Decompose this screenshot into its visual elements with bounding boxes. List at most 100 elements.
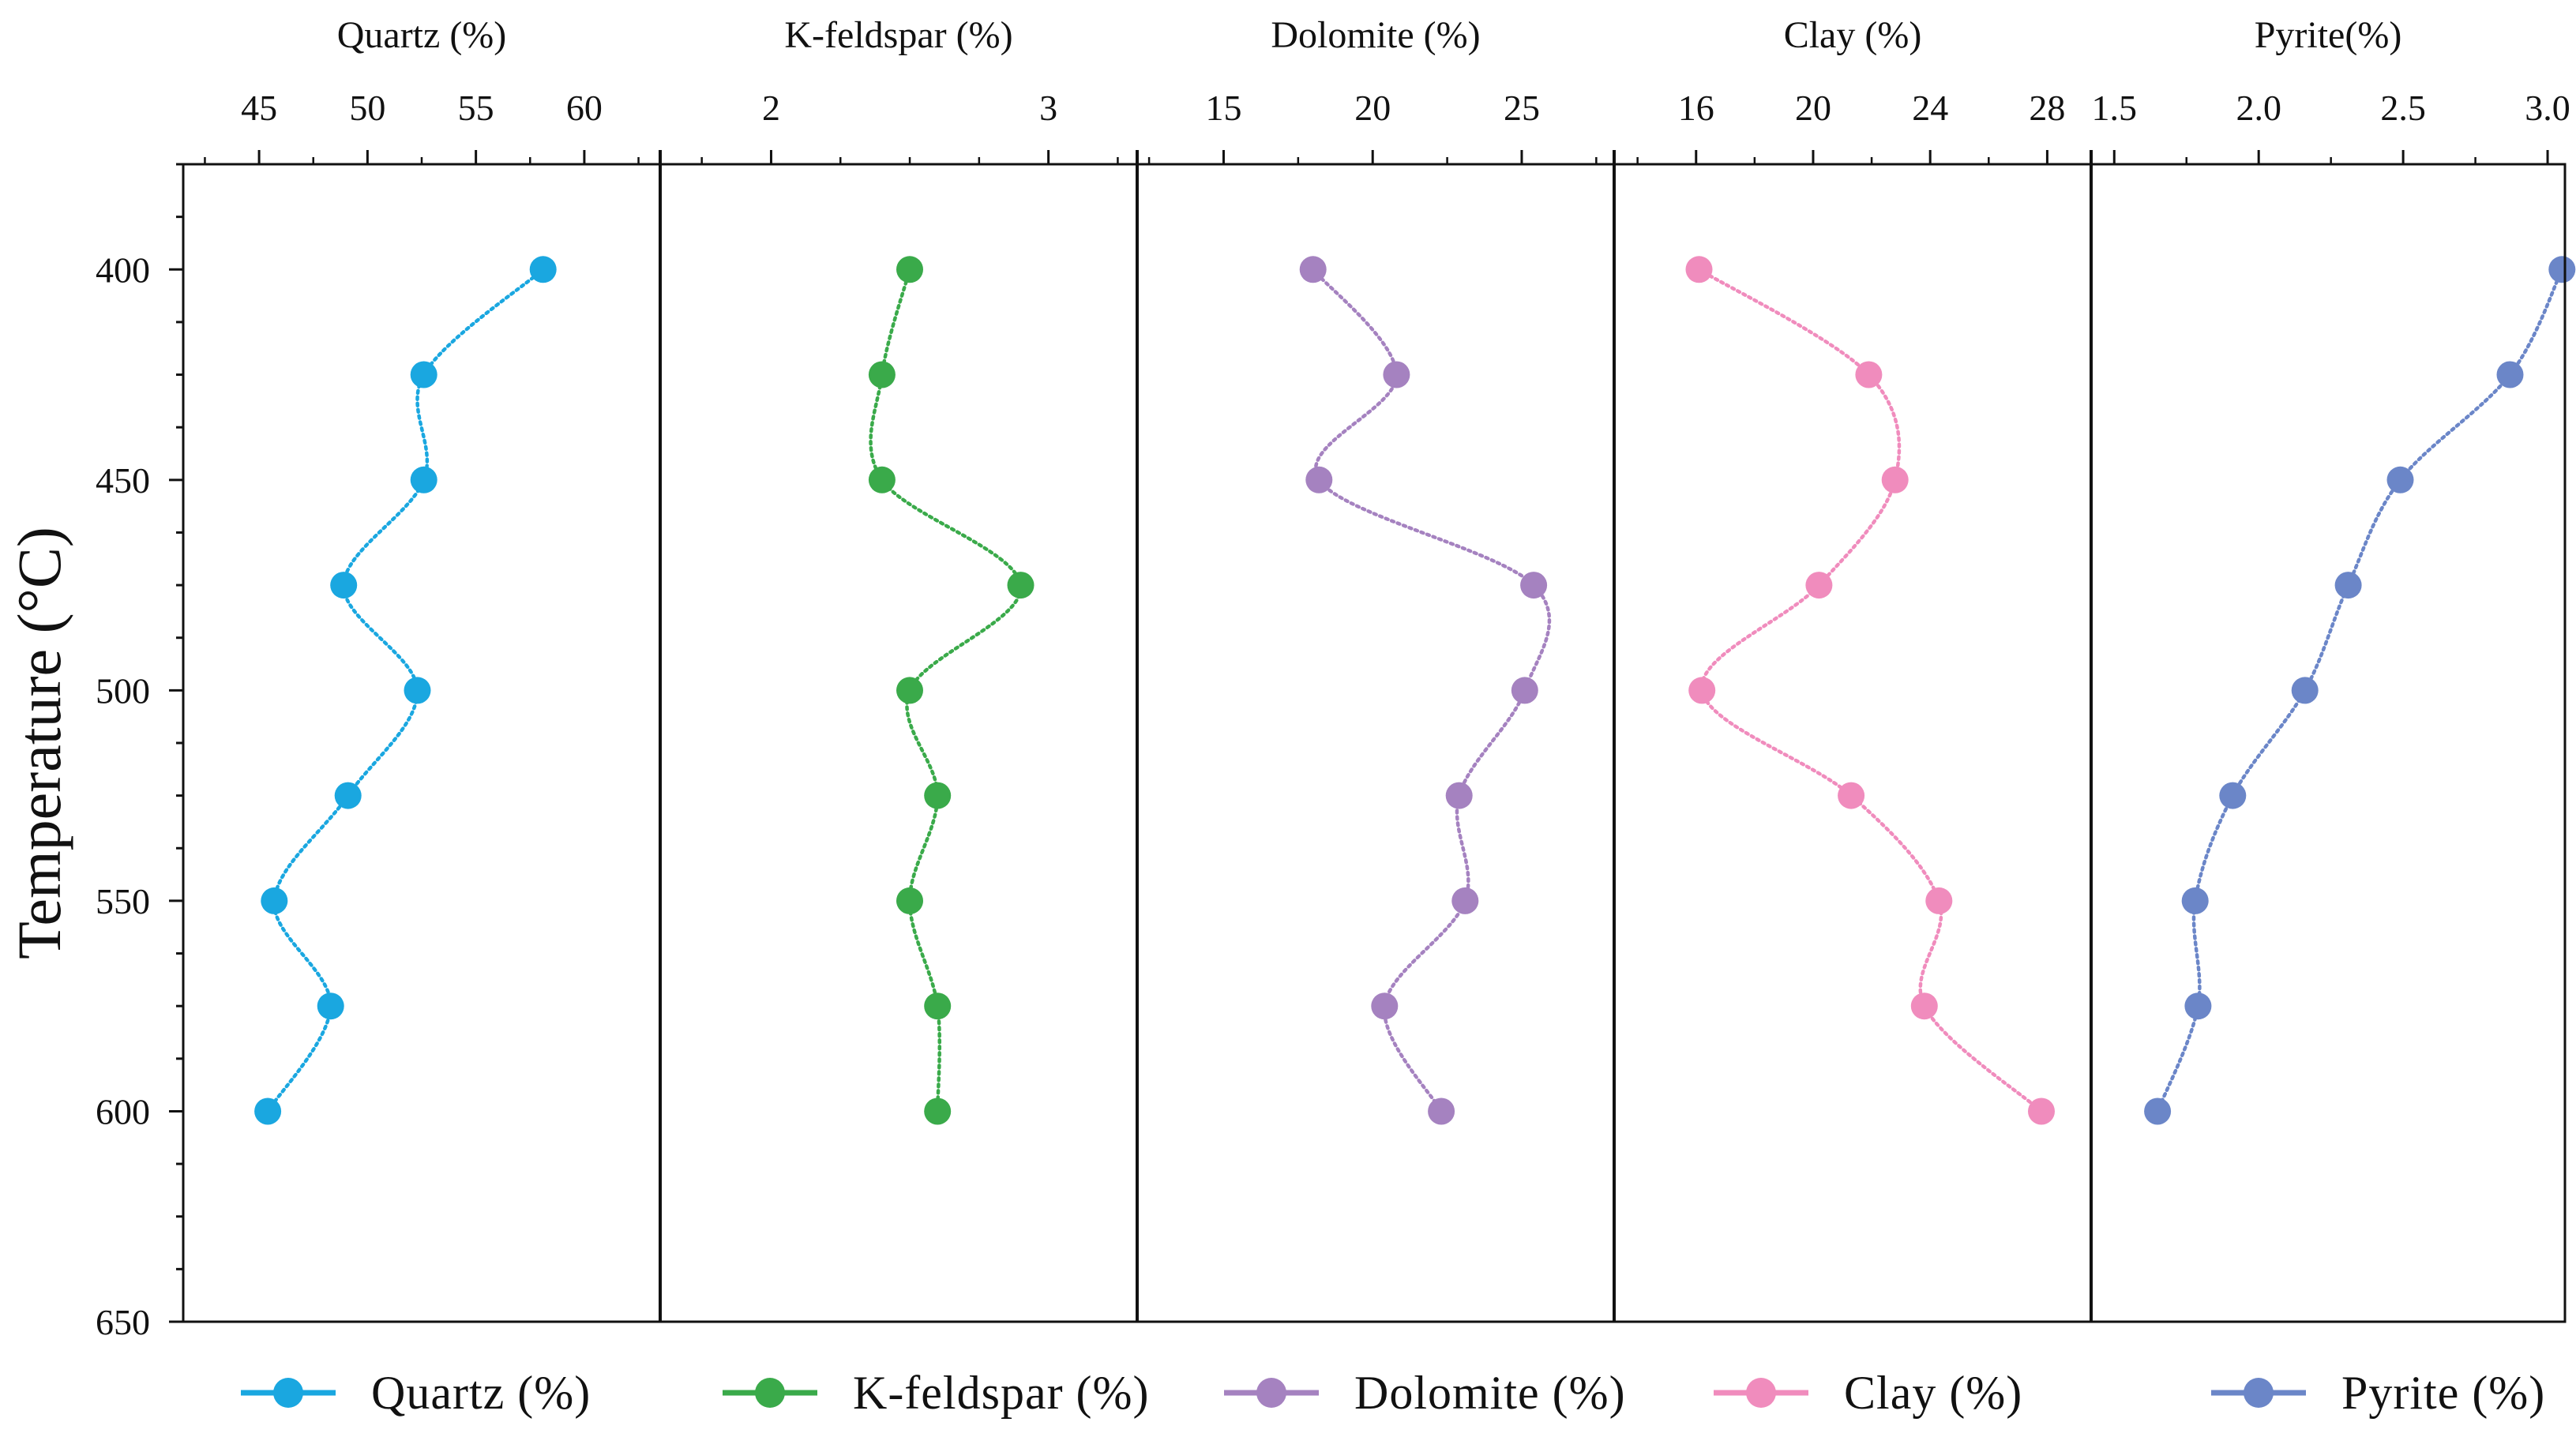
clay-point-425: [1855, 361, 1883, 388]
dolomite-point-475: [1520, 572, 1548, 599]
quartz-tick-label: 60: [566, 88, 603, 128]
quartz-tick-label: 55: [458, 88, 494, 128]
legend-label: K-feldspar (%): [853, 1367, 1150, 1419]
k-feldspar-point-450: [868, 466, 896, 493]
pyrite-panel-title: Pyrite(%): [2255, 14, 2402, 56]
k-feldspar-point-600: [924, 1097, 952, 1125]
dolomite-point-400: [1299, 256, 1327, 283]
y-tick-label: 650: [96, 1302, 150, 1342]
pyrite-tick-label: 2.0: [2236, 88, 2281, 128]
dolomite-point-575: [1371, 992, 1399, 1020]
panel-quartz: 45 50 55 60 Quartz (%): [183, 14, 660, 1125]
y-axis-title: Temperature (°C): [5, 527, 73, 959]
y-tick-label: 550: [96, 881, 150, 921]
clay-point-550: [1925, 887, 1953, 914]
dolomite-tick-label: 25: [1504, 88, 1540, 128]
clay-panel-title: Clay (%): [1784, 14, 1922, 56]
clay-tick-label: 16: [1678, 88, 1714, 128]
clay-point-450: [1881, 466, 1909, 493]
legend-marker: [273, 1378, 303, 1408]
legend-label: Clay (%): [1844, 1367, 2022, 1419]
dolomite-series-line: [1311, 268, 1552, 1113]
legend-label: Quartz (%): [371, 1367, 591, 1419]
quartz-point-500: [404, 677, 431, 704]
k-feldspar-point-475: [1007, 572, 1035, 599]
y-tick-label: 600: [96, 1091, 150, 1131]
k-feldspar-point-500: [896, 677, 923, 704]
legend-marker: [1256, 1378, 1286, 1408]
clay-tick-label: 24: [1912, 88, 1948, 128]
clay-point-525: [1838, 782, 1865, 809]
quartz-tick-label: 45: [241, 88, 277, 128]
pyrite-point-575: [2184, 992, 2212, 1020]
dolomite-point-600: [1428, 1097, 1455, 1125]
legend-marker: [2244, 1378, 2274, 1408]
pyrite-point-450: [2386, 466, 2414, 493]
clay-point-600: [2028, 1097, 2055, 1125]
pyrite-point-425: [2496, 361, 2524, 388]
quartz-tick-label: 50: [349, 88, 385, 128]
k-feldspar-series-line: [869, 268, 1023, 1113]
clay-point-500: [1688, 677, 1716, 704]
legend-item-pyrite: Pyrite (%): [2211, 1367, 2545, 1419]
dolomite-point-425: [1383, 361, 1410, 388]
quartz-point-400: [529, 256, 557, 283]
panel-k-feldspar: 2 3 K-feldspar (%): [660, 14, 1137, 1125]
quartz-point-550: [261, 887, 288, 914]
pyrite-point-500: [2291, 677, 2319, 704]
y-tick-label: 450: [96, 460, 150, 501]
pyrite-point-525: [2219, 782, 2247, 809]
pyrite-point-400: [2548, 256, 2576, 283]
dolomite-point-450: [1305, 466, 1333, 493]
legend-marker: [1746, 1378, 1776, 1408]
dolomite-point-550: [1451, 887, 1479, 914]
legend-item-k-feldspar: K-feldspar (%): [723, 1367, 1150, 1419]
k-feldspar-panel-title: K-feldspar (%): [784, 14, 1012, 56]
quartz-point-450: [410, 466, 437, 493]
quartz-point-475: [330, 572, 358, 599]
y-tick-label: 500: [96, 670, 150, 711]
quartz-panel-title: Quartz (%): [337, 14, 507, 56]
clay-point-475: [1805, 572, 1833, 599]
dolomite-point-525: [1445, 782, 1473, 809]
legend-marker: [755, 1378, 785, 1408]
legend-item-quartz: Quartz (%): [241, 1367, 591, 1419]
panels-layer: 45 50 55 60 Quartz (%) 2 3 K-feldspar (%) 15 20 25…: [183, 14, 2576, 1125]
quartz-point-425: [410, 361, 437, 388]
y-tick-label: 400: [96, 250, 150, 290]
legend-label: Pyrite (%): [2341, 1367, 2545, 1419]
panel-clay: 16 20 24 28 Clay (%): [1614, 14, 2091, 1125]
k-feldspar-point-575: [924, 992, 952, 1020]
pyrite-point-550: [2181, 887, 2209, 914]
panel-dolomite: 15 20 25 Dolomite (%): [1137, 14, 1614, 1125]
quartz-point-600: [254, 1097, 282, 1125]
dolomite-panel-title: Dolomite (%): [1271, 14, 1480, 56]
pyrite-point-475: [2334, 572, 2362, 599]
legend-item-clay: Clay (%): [1714, 1367, 2022, 1419]
dolomite-tick-label: 15: [1205, 88, 1241, 128]
clay-tick-label: 20: [1795, 88, 1831, 128]
pyrite-tick-label: 2.5: [2380, 88, 2426, 128]
clay-tick-label: 28: [2029, 88, 2065, 128]
quartz-point-575: [317, 992, 344, 1020]
pyrite-series-line: [2155, 268, 2564, 1113]
clay-point-575: [1910, 992, 1938, 1020]
legend-item-dolomite: Dolomite (%): [1224, 1367, 1625, 1419]
k-feldspar-point-425: [868, 361, 896, 388]
dolomite-point-500: [1511, 677, 1538, 704]
legend: Quartz (%) K-feldspar (%) Dolomite (%) Clay…: [241, 1367, 2545, 1419]
pyrite-tick-label: 3.0: [2525, 88, 2570, 128]
k-feldspar-point-400: [896, 256, 923, 283]
dolomite-tick-label: 20: [1354, 88, 1391, 128]
k-feldspar-point-550: [896, 887, 923, 914]
y-axis: 400 450 500 550 600 650 Temperature (°C): [5, 150, 2567, 1342]
pyrite-point-600: [2144, 1097, 2172, 1125]
k-feldspar-point-525: [924, 782, 952, 809]
quartz-point-525: [334, 782, 362, 809]
pyrite-tick-label: 1.5: [2092, 88, 2138, 128]
plot-frame: [182, 163, 2567, 1323]
clay-point-400: [1685, 256, 1713, 283]
clay-series-line: [1697, 268, 2044, 1113]
k-feldspar-tick-label: 2: [762, 88, 780, 128]
